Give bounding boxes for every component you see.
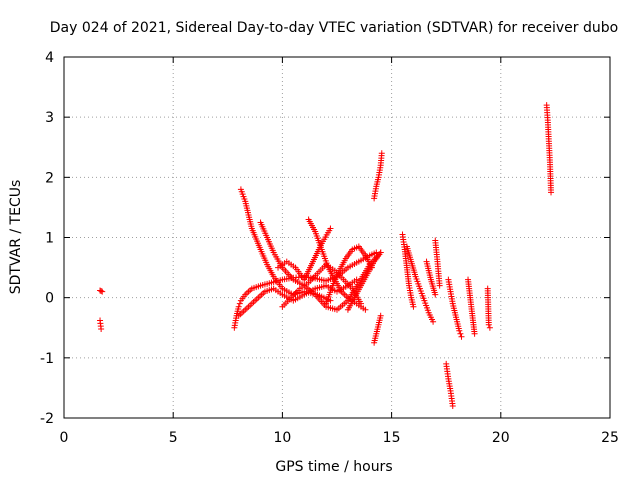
data-point [456,327,463,334]
x-tick-label: 15 [383,430,401,446]
data-point [548,189,555,196]
y-tick-label: 1 [45,231,54,247]
data-point [436,282,443,289]
data-point [449,402,456,409]
data-point [353,276,360,283]
data-point [235,303,242,310]
data-point [458,333,465,340]
grid-lines [64,57,610,418]
data-point [486,324,493,331]
y-tick-label: -1 [40,351,54,367]
data-points [97,102,555,409]
y-tick-label: 4 [45,50,54,66]
data-point [410,303,417,310]
chart-title: Day 024 of 2021, Sidereal Day-to-day VTE… [50,20,618,36]
x-tick-label: 5 [169,430,178,446]
y-tick-label: 0 [45,291,54,307]
axis-ticks: 0 5 10 15 20 25 -2 -1 0 1 2 3 4 [40,50,619,446]
x-axis-label: GPS time / hours [275,459,392,475]
data-point [457,330,464,337]
data-point [99,288,106,295]
data-point [236,300,243,307]
x-tick-label: 20 [492,430,510,446]
data-point [377,312,384,319]
data-point [98,325,105,332]
data-point [430,318,437,325]
data-point [471,330,478,337]
y-axis-label: SDTVAR / TECUs [8,180,24,295]
data-point [362,306,369,313]
data-point [432,291,439,298]
y-tick-label: -2 [40,411,54,427]
y-tick-label: 3 [45,110,54,126]
x-tick-label: 0 [60,430,69,446]
x-tick-label: 25 [601,430,619,446]
data-point [378,150,385,157]
data-point [98,288,105,295]
data-point [485,321,492,328]
data-point [327,225,334,232]
data-point [377,249,384,256]
y-tick-label: 2 [45,170,54,186]
x-tick-label: 10 [273,430,291,446]
